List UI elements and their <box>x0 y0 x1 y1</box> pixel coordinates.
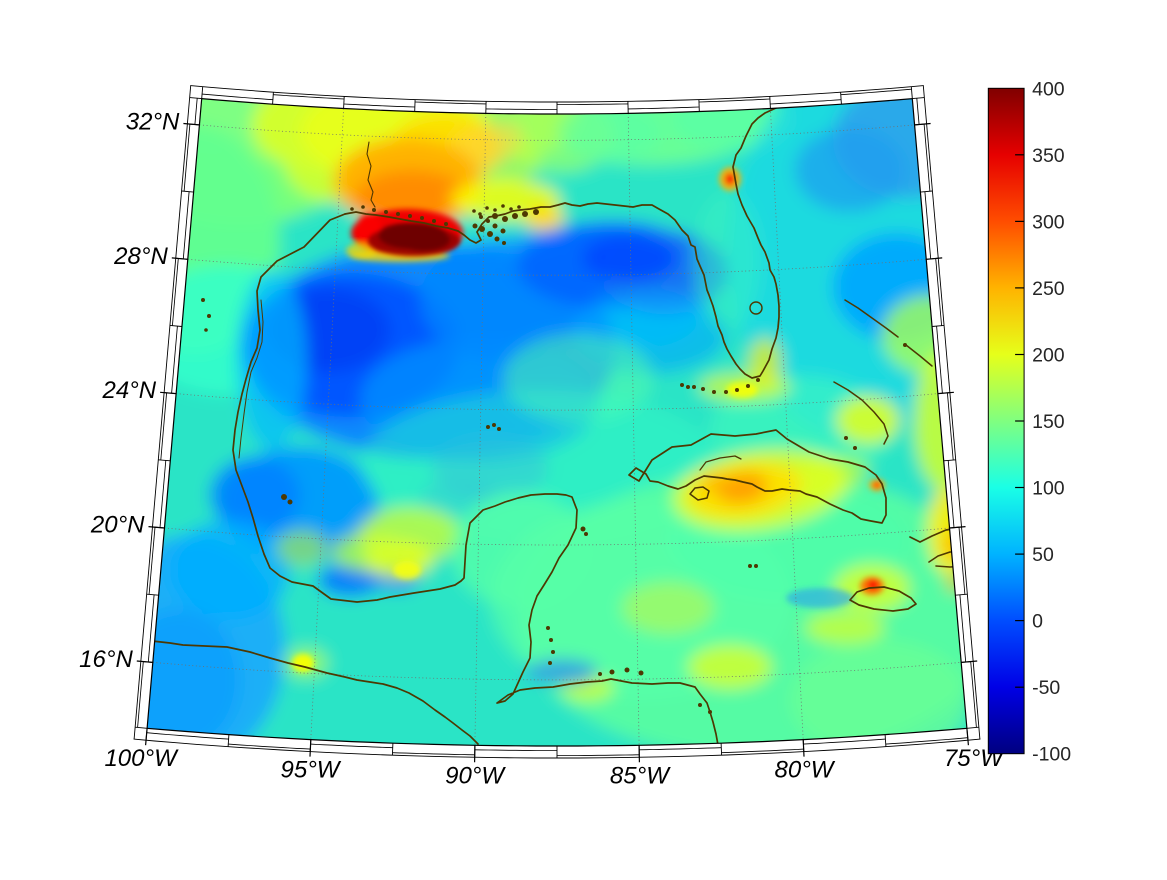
svg-text:85°W: 85°W <box>610 762 671 789</box>
svg-text:16°N: 16°N <box>79 646 133 673</box>
svg-text:400: 400 <box>1032 78 1065 100</box>
svg-text:100: 100 <box>1032 478 1065 500</box>
svg-text:90°W: 90°W <box>445 762 506 789</box>
svg-text:300: 300 <box>1032 211 1065 233</box>
svg-text:95°W: 95°W <box>281 757 342 784</box>
svg-text:100°W: 100°W <box>104 745 179 772</box>
svg-text:350: 350 <box>1032 145 1065 167</box>
svg-text:250: 250 <box>1032 278 1065 300</box>
svg-text:-100: -100 <box>1032 744 1071 766</box>
svg-text:20°N: 20°N <box>90 512 145 539</box>
svg-text:32°N: 32°N <box>126 108 180 135</box>
svg-text:50: 50 <box>1032 544 1054 566</box>
svg-text:200: 200 <box>1032 345 1065 367</box>
svg-text:80°W: 80°W <box>775 757 836 784</box>
svg-text:0: 0 <box>1032 611 1043 633</box>
svg-text:24°N: 24°N <box>101 377 156 404</box>
svg-text:150: 150 <box>1032 411 1065 433</box>
svg-text:-50: -50 <box>1032 677 1060 699</box>
svg-text:28°N: 28°N <box>113 243 168 270</box>
